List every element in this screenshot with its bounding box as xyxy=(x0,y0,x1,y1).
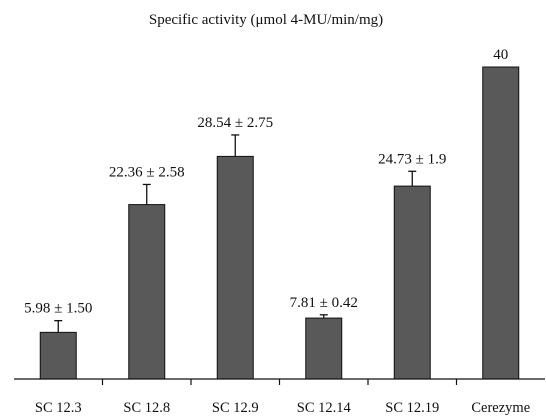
data-label: 7.81 ± 0.42 xyxy=(290,295,358,311)
data-label: 22.36 ± 2.58 xyxy=(109,164,185,180)
bar xyxy=(128,204,166,380)
bar xyxy=(482,66,520,380)
x-tick-label: SC 12.8 xyxy=(123,400,170,416)
data-label: 40 xyxy=(493,47,508,63)
data-label: 28.54 ± 2.75 xyxy=(197,115,273,131)
bar xyxy=(305,317,343,380)
x-tick-label: Cerezyme xyxy=(471,400,530,416)
x-tick-label: SC 12.19 xyxy=(385,400,439,416)
x-tick-label: SC 12.3 xyxy=(35,400,82,416)
data-label: 24.73 ± 1.9 xyxy=(378,151,446,167)
chart-title: Specific activity (μmol 4-MU/min/mg) xyxy=(149,12,383,28)
bar xyxy=(216,155,254,380)
bar xyxy=(39,331,77,380)
plot-area: 5.98 ± 1.50 SC 12.3 22.36 ± 2.58 SC 12.8 28.… xyxy=(24,47,530,416)
x-tick-label: SC 12.14 xyxy=(297,400,352,416)
x-tick-label: SC 12.9 xyxy=(212,400,259,416)
data-label: 5.98 ± 1.50 xyxy=(24,301,92,317)
bar xyxy=(393,185,431,380)
